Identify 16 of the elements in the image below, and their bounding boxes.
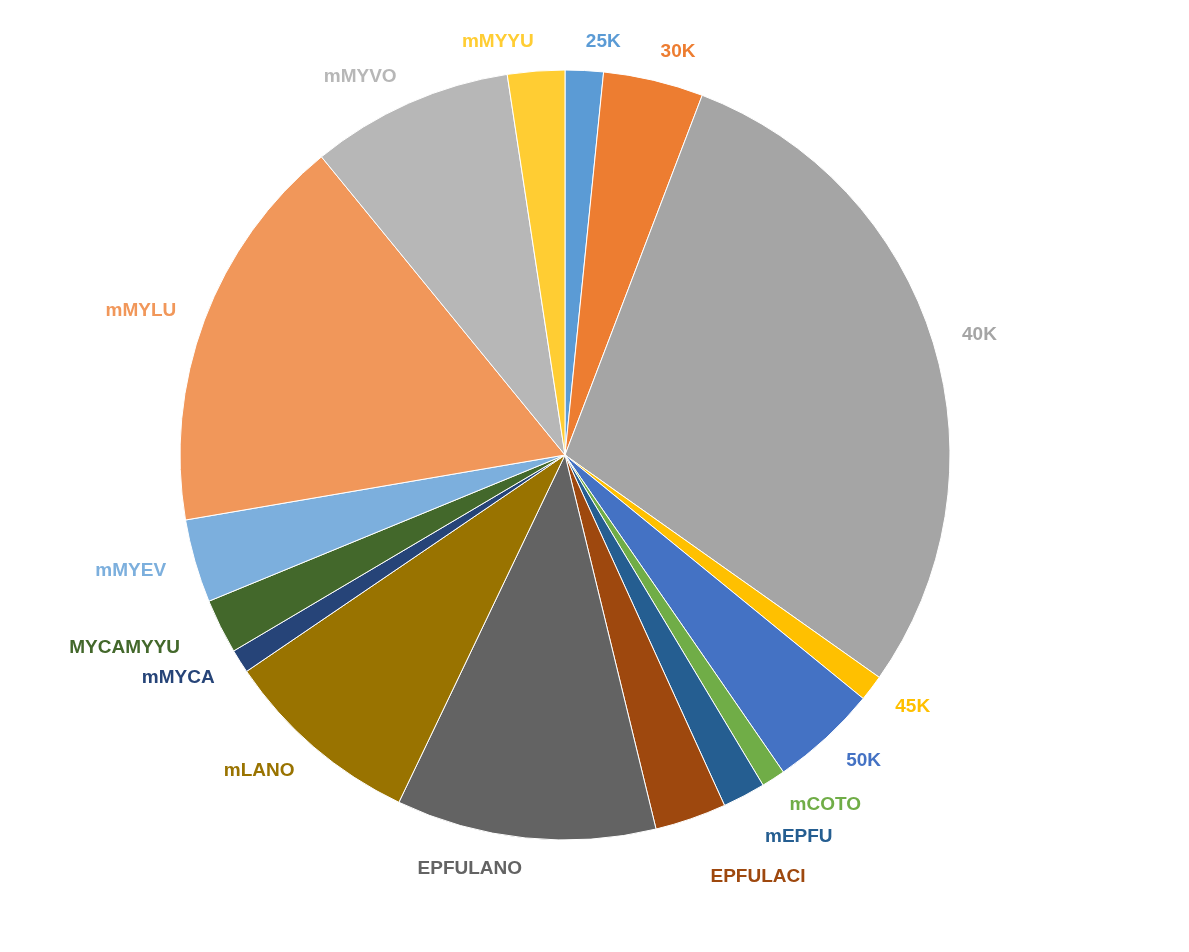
slice-label: EPFULACI [710,864,806,886]
slice-label: mCOTO [789,792,861,814]
slice-label: mMYEV [95,558,167,580]
slice-label: mMYCA [141,666,215,688]
slice-label: 50K [846,749,882,771]
slice-label: mMYLU [105,298,177,320]
slice-label: mEPFU [765,824,833,846]
slice-label: mMYYU [461,30,534,52]
slice-label: MYCAMYYU [69,635,181,657]
slice-label: 45K [895,695,931,717]
slice-label: mLANO [223,758,295,780]
slice-label: 30K [660,40,696,62]
slice-label: 25K [585,29,621,51]
slice-label: mMYVO [323,64,397,86]
slice-label: EPFULANO [417,856,523,878]
slice-label: 40K [962,323,998,345]
